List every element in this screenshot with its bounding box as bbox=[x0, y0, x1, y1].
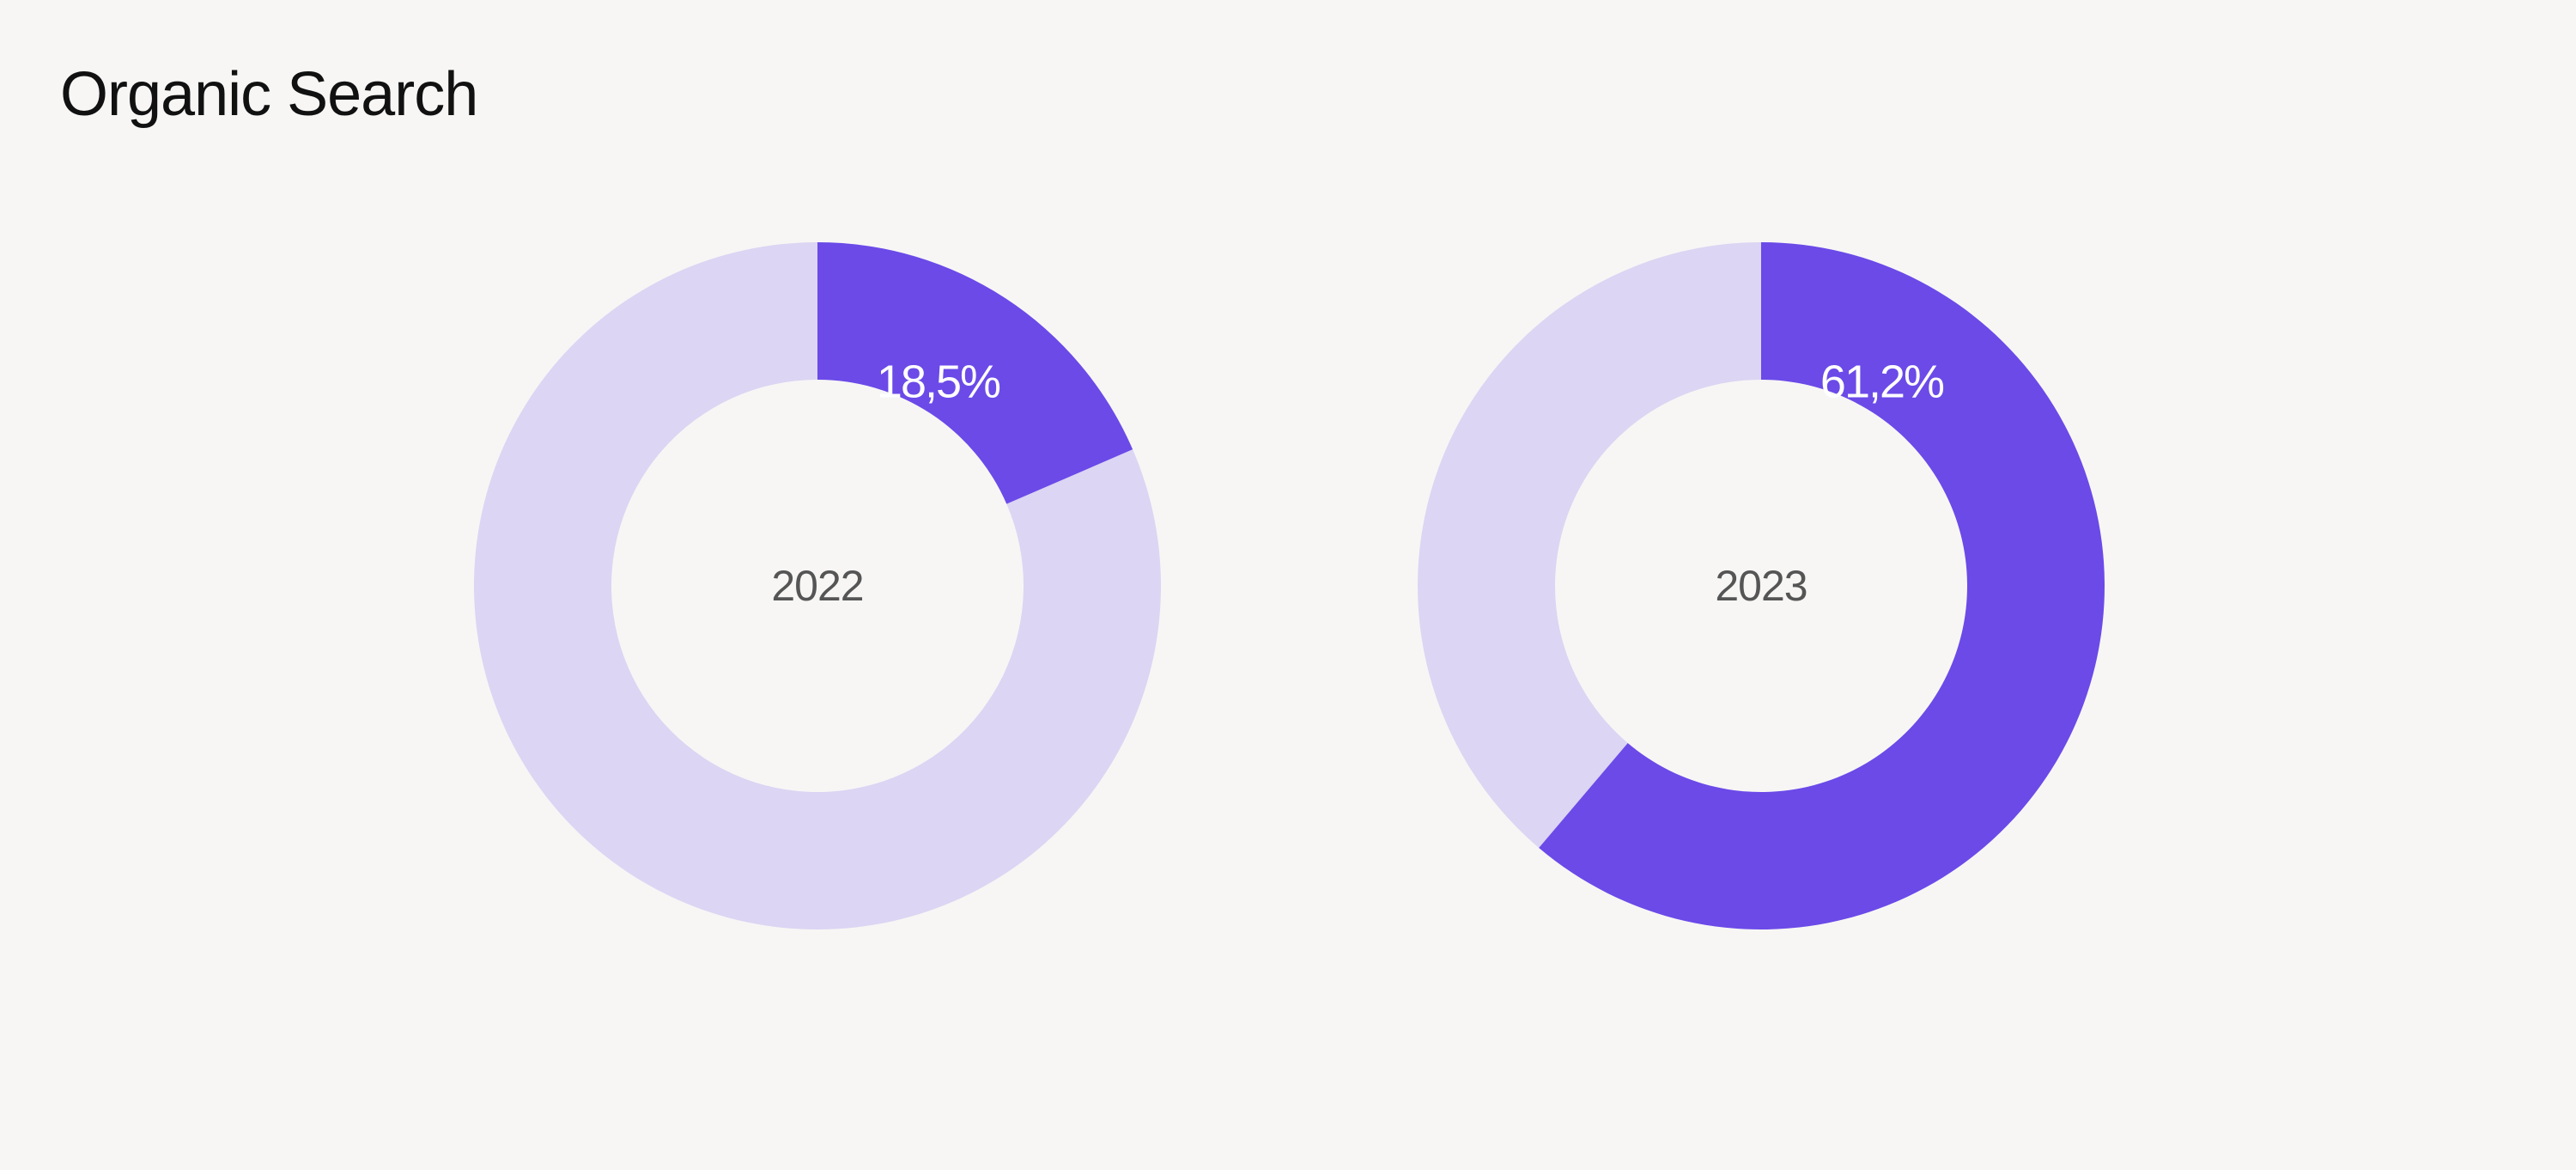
donut-2023-highlight-slice bbox=[1539, 242, 2105, 929]
donut-2023-center-label: 2023 bbox=[1715, 562, 1807, 610]
donut-2022-remainder-slice bbox=[473, 242, 1161, 929]
page-title: Organic Search bbox=[60, 60, 478, 129]
donut-2022-slice-label: 18,5% bbox=[877, 356, 1000, 407]
donut-2022-center-label: 2022 bbox=[771, 562, 863, 610]
donut-2023-remainder-slice bbox=[1418, 242, 1761, 848]
donut-2023-slice-label: 61,2% bbox=[1820, 356, 1944, 407]
donut-chart-2023: 61,2% 2023 bbox=[1418, 242, 2105, 929]
donut-chart-2022: 18,5% 2022 bbox=[473, 242, 1161, 929]
donut-2022-highlight-slice bbox=[817, 242, 1133, 504]
